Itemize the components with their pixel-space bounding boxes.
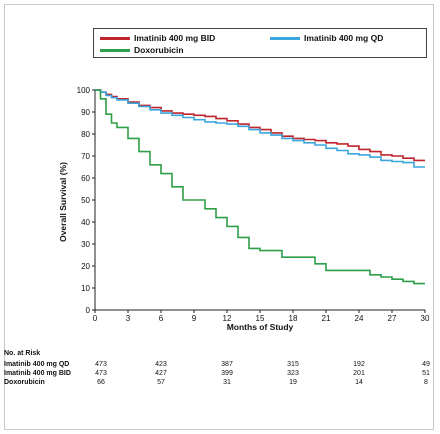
legend-item-qd: Imatinib 400 mg QD	[270, 32, 383, 44]
legend-swatch-qd	[270, 36, 300, 40]
y-tick-label: 20	[81, 262, 90, 271]
y-tick-label: 0	[86, 306, 91, 315]
legend-label-bid: Imatinib 400 mg BID	[134, 33, 216, 43]
x-tick-label: 30	[421, 314, 430, 323]
figure-frame	[4, 4, 434, 430]
y-tick-label: 50	[81, 196, 90, 205]
y-tick-label: 90	[81, 108, 90, 117]
legend-label-qd: Imatinib 400 mg QD	[304, 33, 384, 43]
x-axis-label: Months of Study	[227, 322, 294, 332]
x-tick-label: 18	[289, 314, 298, 323]
legend-item-bid: Imatinib 400 mg BID	[100, 32, 215, 44]
x-tick-label: 0	[93, 314, 98, 323]
chart-axes: 0 3 6 9 12 15 18 21 24 27 30 0 10 20 30 40 50 60 70 80 90 100	[77, 86, 430, 323]
y-tick-label: 70	[81, 152, 90, 161]
x-tick-label: 9	[192, 314, 197, 323]
y-tick-label: 10	[81, 284, 90, 293]
y-tick-label: 80	[81, 130, 90, 139]
chart-series	[95, 89, 425, 285]
y-tick-label: 60	[81, 174, 90, 183]
chart-legend: Imatinib 400 mg BID Imatinib 400 mg QD D…	[93, 28, 427, 58]
legend-label-doxorubicin: Doxorubicin	[134, 45, 184, 55]
legend-item-doxorubicin: Doxorubicin	[100, 44, 184, 56]
x-tick-label: 6	[159, 314, 164, 323]
y-tick-label: 40	[81, 218, 90, 227]
y-tick-label: 30	[81, 240, 90, 249]
y-tick-label: 100	[77, 86, 91, 95]
series-line-imatinib-400-mg-qd	[95, 89, 425, 168]
legend-swatch-bid	[100, 36, 130, 40]
x-tick-label: 12	[223, 314, 232, 323]
legend-swatch-doxorubicin	[100, 48, 130, 52]
series-line-doxorubicin	[95, 89, 425, 285]
y-axis-label: Overall Survival (%)	[58, 162, 68, 242]
x-tick-label: 24	[355, 314, 364, 323]
x-tick-label: 27	[388, 314, 397, 323]
x-tick-label: 21	[322, 314, 331, 323]
series-line-imatinib-400-mg-bid	[95, 89, 425, 162]
x-tick-label: 15	[256, 314, 265, 323]
x-tick-label: 3	[126, 314, 131, 323]
